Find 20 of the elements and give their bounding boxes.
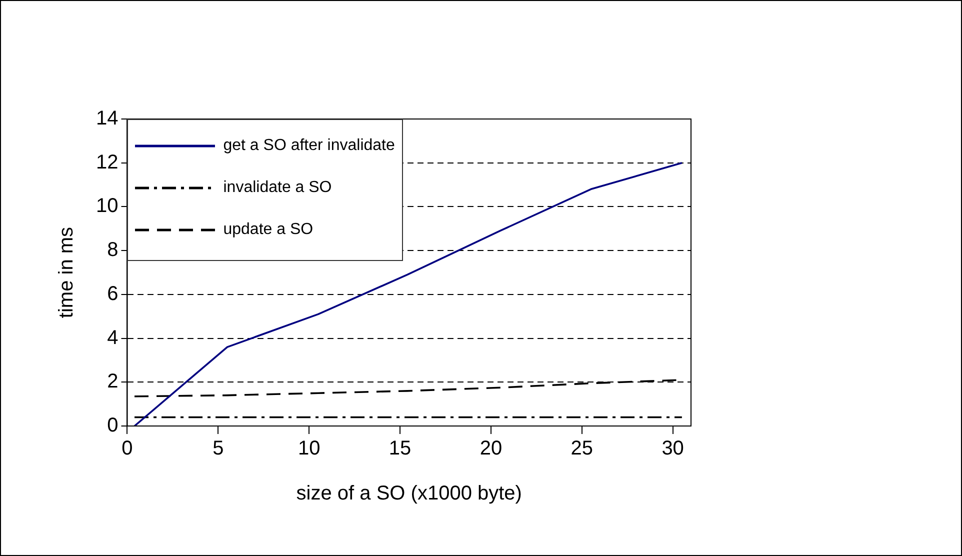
y-tick-label: 10 bbox=[96, 195, 118, 218]
x-tick-label: 25 bbox=[570, 438, 594, 460]
legend-label: get a SO after invalidate bbox=[223, 137, 395, 155]
x-tick-label: 0 bbox=[122, 438, 133, 460]
y-tick-label: 14 bbox=[96, 108, 118, 130]
y-tick-label: 4 bbox=[107, 326, 118, 349]
y-axis-title: time in ms bbox=[56, 226, 78, 318]
y-tick-label: 8 bbox=[107, 239, 118, 262]
x-tick-label: 20 bbox=[480, 438, 502, 460]
legend-label: update a SO bbox=[223, 221, 314, 239]
y-tick-label: 0 bbox=[107, 414, 118, 437]
x-axis-title: size of a SO (x1000 byte) bbox=[296, 482, 522, 505]
x-tick-label: 15 bbox=[388, 438, 412, 460]
legend-label: invalidate a SO bbox=[223, 179, 332, 197]
x-tick-label: 10 bbox=[298, 438, 320, 460]
x-tick-label: 5 bbox=[212, 438, 224, 460]
x-tick-label: 30 bbox=[662, 438, 684, 460]
y-tick-label: 2 bbox=[107, 370, 118, 393]
y-tick-label: 6 bbox=[107, 282, 118, 305]
y-tick-label: 12 bbox=[96, 151, 118, 174]
